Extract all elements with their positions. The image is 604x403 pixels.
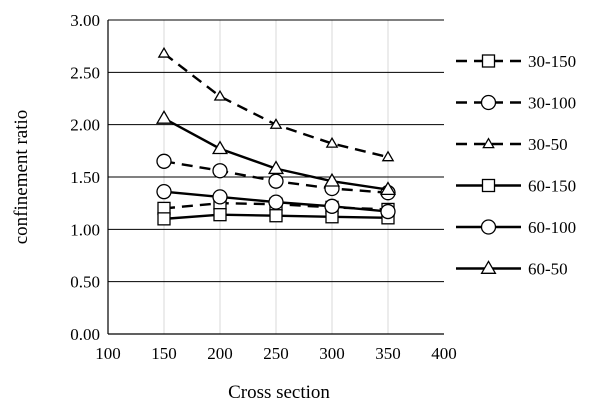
marker-square — [213, 208, 227, 222]
marker-circle — [268, 173, 284, 189]
y-tick-label: 2.00 — [70, 116, 100, 135]
legend: 30-150 30-100 30-50 60-150 60-100 60-50 — [456, 52, 576, 279]
legend-label: 60-100 — [528, 218, 576, 237]
x-tick-label: 300 — [319, 344, 345, 363]
legend-label: 30-50 — [528, 135, 568, 154]
marker-triangle — [211, 140, 229, 155]
marker-circle — [324, 198, 340, 214]
series-lines — [155, 46, 397, 226]
marker-circle — [268, 194, 284, 210]
marker-square — [481, 54, 496, 68]
marker-circle — [480, 94, 497, 111]
legend-item: 30-50 — [456, 135, 568, 154]
x-tick-label: 200 — [207, 344, 233, 363]
marker-circle — [212, 163, 228, 179]
y-tick-label: 3.00 — [70, 11, 100, 30]
marker-circle — [212, 189, 228, 205]
marker-square — [269, 209, 283, 223]
y-tick-label: 1.50 — [70, 168, 100, 187]
marker-circle — [380, 203, 396, 220]
marker-circle — [480, 219, 497, 235]
legend-item: 30-150 — [456, 52, 576, 71]
legend-item: 60-50 — [456, 260, 568, 279]
y-tick-label: 0.00 — [70, 325, 100, 344]
legend-label: 60-50 — [528, 260, 568, 279]
legend-label: 60-150 — [528, 177, 576, 196]
legend-label: 30-150 — [528, 52, 576, 71]
marker-square — [481, 178, 496, 193]
y-tick-label: 1.00 — [70, 220, 100, 239]
marker-triangle — [213, 89, 227, 101]
marker-square — [157, 212, 171, 226]
marker-circle — [156, 184, 172, 200]
y-axis-title: confinement ratio — [11, 110, 32, 245]
x-axis-title: Cross section — [228, 382, 330, 403]
series-60-100 — [156, 184, 396, 220]
legend-item: 60-150 — [456, 177, 576, 196]
axes: 0.00 0.50 1.00 1.50 2.00 2.50 3.00 100 150 200 250… — [70, 11, 457, 363]
y-tick-label: 2.50 — [70, 63, 100, 82]
x-tick-label: 350 — [375, 344, 401, 363]
x-tick-label: 150 — [151, 344, 177, 363]
legend-item: 30-100 — [456, 94, 576, 113]
x-tick-label: 400 — [431, 344, 457, 363]
series-60-150 — [157, 208, 395, 226]
marker-triangle — [379, 181, 397, 195]
marker-triangle — [267, 160, 285, 175]
marker-triangle — [482, 137, 495, 149]
marker-circle — [156, 153, 172, 169]
x-tick-label: 250 — [263, 344, 289, 363]
marker-triangle — [381, 150, 395, 162]
marker-triangle — [155, 110, 173, 124]
x-tick-label: 100 — [95, 344, 121, 363]
marker-triangle — [480, 260, 497, 274]
marker-triangle — [157, 46, 171, 58]
series-60-50 — [155, 110, 397, 195]
series-30-50 — [157, 46, 395, 162]
marker-triangle — [325, 136, 339, 148]
legend-item: 60-100 — [456, 218, 576, 237]
y-tick-label: 0.50 — [70, 273, 100, 292]
marker-triangle — [269, 118, 283, 129]
legend-label: 30-100 — [528, 94, 576, 113]
marker-triangle — [323, 172, 341, 187]
